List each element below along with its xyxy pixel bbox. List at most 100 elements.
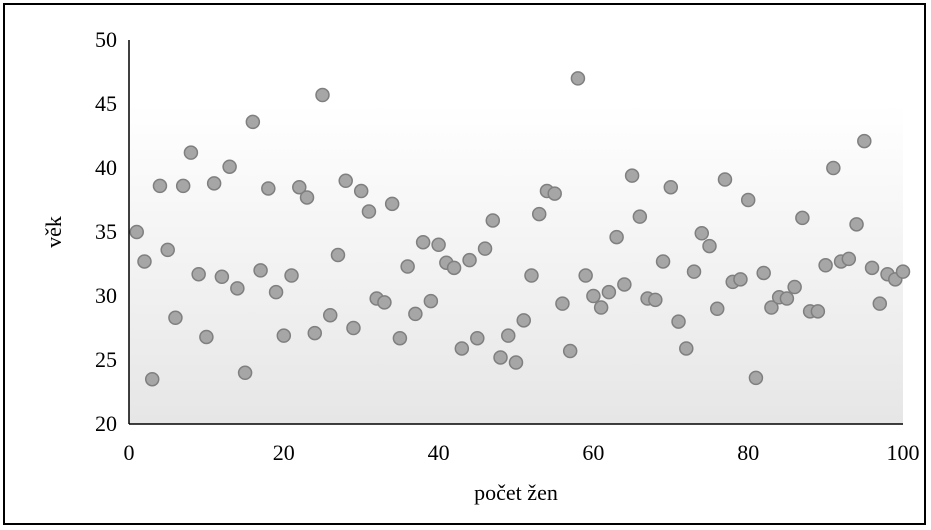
data-point [648,292,663,308]
data-point [562,343,578,359]
data-point [733,272,748,287]
data-point [137,254,152,269]
data-point [655,254,671,269]
data-point [477,241,493,256]
data-point [787,279,802,295]
data-point [346,320,361,336]
data-point [199,329,214,345]
data-point [679,341,694,356]
data-point [268,284,284,300]
data-point [284,268,299,283]
data-point [895,264,911,279]
data-point [129,224,144,240]
data-point [377,295,392,310]
data-point [841,251,857,267]
data-point [508,355,524,370]
data-point [795,210,810,226]
data-point [570,71,586,86]
x-tick-label: 0 [124,440,135,465]
data-point [748,370,764,386]
data-point [872,296,888,311]
data-point [686,264,702,279]
data-point [586,288,601,304]
data-point [431,237,446,253]
data-point [849,217,864,232]
data-point [609,229,624,245]
data-point [454,341,470,356]
data-point [361,204,377,219]
y-tick-label: 45 [95,91,117,116]
y-axis-title: věk [41,216,66,248]
y-tick-label: 35 [95,219,117,244]
data-point [624,168,640,183]
data-point [191,266,206,282]
data-point [810,304,826,319]
x-tick-label: 80 [737,440,759,465]
data-point [702,238,717,254]
data-point [756,265,771,281]
data-point [237,365,253,381]
data-point [245,114,261,130]
data-point [524,268,539,283]
data-point [261,181,276,196]
data-point [663,179,679,195]
data-point [671,314,686,329]
data-point [864,260,880,276]
y-axis-ticks: 20 25 30 35 40 45 50 [95,27,117,436]
data-point [392,330,408,346]
y-tick-label: 20 [95,411,117,436]
data-point [292,179,307,195]
data-point [617,277,632,292]
data-point [175,178,191,194]
data-point [276,328,292,343]
scatter-chart: 20 25 30 35 40 45 50 0 20 40 60 80 100 počet žen vě… [41,27,920,505]
data-point [601,284,617,300]
y-tick-label: 50 [95,27,117,52]
data-point [779,291,795,306]
data-point [415,234,431,250]
x-tick-label: 20 [273,440,295,465]
data-points [129,71,911,387]
data-point [160,242,175,258]
data-point [214,269,230,285]
x-tick-label: 40 [428,440,450,465]
data-point [152,178,168,194]
data-point [764,300,779,315]
data-point [717,172,733,187]
data-point [299,190,315,205]
data-point [183,145,199,160]
data-point [516,313,531,328]
data-point [322,307,338,323]
y-tick-label: 30 [95,283,117,308]
data-point [253,263,268,278]
x-tick-label: 100 [887,440,920,465]
data-point [206,176,222,191]
data-point [531,206,547,222]
data-point [501,328,516,343]
y-tick-label: 25 [95,347,117,372]
data-point [578,268,593,283]
data-point [547,186,562,201]
data-point [222,159,237,174]
y-tick-label: 40 [95,155,117,180]
data-point [400,259,415,274]
data-point [446,260,462,276]
data-point [632,209,648,224]
data-point [493,350,508,365]
data-point [384,196,400,212]
data-point [353,183,369,199]
data-point [307,325,323,341]
data-point [462,252,477,268]
data-point [470,330,485,346]
data-point [168,310,183,326]
data-point [423,293,439,309]
data-point [485,213,501,228]
data-point [694,226,710,241]
x-axis-title: počet žen [474,480,558,505]
data-point [818,258,833,273]
data-point [315,87,330,103]
x-tick-label: 60 [582,440,604,465]
data-point [338,173,353,189]
data-point [740,192,756,208]
data-point [408,306,423,322]
